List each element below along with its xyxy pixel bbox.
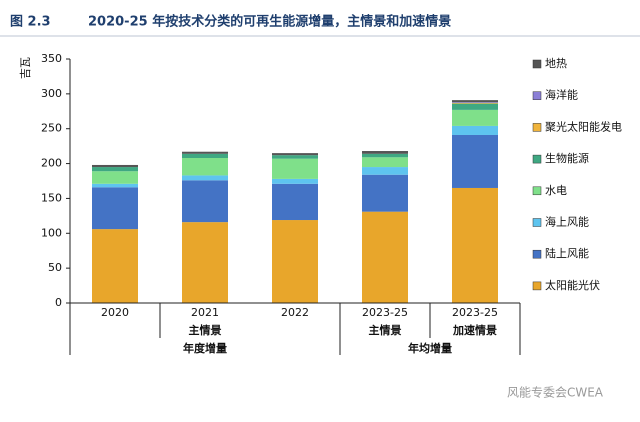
legend-swatch (532, 218, 542, 227)
legend-label: 海上风能 (545, 215, 589, 229)
bar-segment (182, 151, 228, 154)
watermark: 风能专委会CWEA (507, 385, 604, 400)
legend-label: 水电 (545, 184, 567, 197)
y-tick-label: 350 (41, 52, 62, 65)
bar-segment (182, 157, 228, 176)
bar-segment (272, 158, 318, 179)
bar-segment (92, 164, 138, 168)
bar-segment (182, 175, 228, 181)
y-tick-label: 300 (41, 87, 62, 100)
period-label: 年度增量 (183, 341, 227, 355)
x-tick-label: 2023-25 (452, 306, 498, 319)
legend-swatch (532, 123, 542, 132)
legend-label: 太阳能光伏 (545, 278, 600, 292)
bar-segment (92, 167, 138, 172)
x-tick-label: 2021 (191, 306, 219, 319)
bar-segment (272, 153, 318, 156)
legend-swatch (532, 281, 542, 291)
legend-label: 聚光太阳能发电 (545, 119, 622, 133)
bar-segment (272, 155, 318, 159)
bar-segment (182, 222, 228, 303)
bar-segment (272, 178, 318, 184)
bar-segment (452, 103, 498, 110)
legend-swatch (532, 91, 542, 100)
legend-label: 海洋能 (545, 88, 578, 102)
bar-segment (362, 151, 408, 154)
bar-segment (92, 229, 138, 303)
legend-label: 地热 (545, 57, 567, 70)
bar-segment (92, 183, 138, 188)
figure-label: 图 2.3 (10, 15, 51, 30)
bar-segment (452, 109, 498, 126)
y-tick-label: 100 (41, 226, 62, 239)
bar-segment (92, 187, 138, 230)
bar-segment (272, 183, 318, 221)
bar-segment (452, 102, 498, 104)
legend-swatch (532, 59, 542, 69)
y-tick-label: 50 (48, 261, 62, 274)
scenario-label: 主情景 (369, 323, 402, 337)
bar-segment (452, 100, 498, 103)
y-axis-label: 吉瓦 (19, 57, 32, 79)
legend-swatch (532, 154, 542, 164)
y-tick-label: 150 (41, 191, 62, 204)
bar-segment (452, 187, 498, 303)
y-tick-label: 0 (55, 296, 62, 309)
scenario-label: 主情景 (189, 323, 222, 337)
x-tick-label: 2020 (101, 306, 129, 319)
x-tick-label: 2022 (281, 306, 309, 319)
bar-segment (362, 211, 408, 303)
period-label: 年均增量 (408, 341, 452, 355)
chart-title: 2020-25 年按技术分类的可再生能源增量，主情景和加速情景 (88, 14, 451, 30)
bar-segment (92, 171, 138, 184)
x-tick-label: 2023-25 (362, 306, 408, 319)
scenario-label: 加速情景 (452, 323, 497, 337)
legend-swatch (532, 249, 542, 259)
bar-segment (452, 125, 498, 135)
bar-segment (182, 153, 228, 158)
bar-segment (362, 157, 408, 168)
legend-swatch (532, 186, 542, 196)
bar-segment (452, 134, 498, 188)
y-tick-label: 250 (41, 122, 62, 135)
bar-segment (272, 220, 318, 303)
y-tick-label: 200 (41, 157, 62, 170)
bar-segment (182, 180, 228, 223)
bar-segment (452, 102, 498, 103)
legend-label: 陆上风能 (545, 246, 589, 260)
bar-segment (362, 167, 408, 175)
legend-label: 生物能源 (545, 151, 589, 165)
bar-segment (362, 174, 408, 212)
bar-segment (362, 153, 408, 158)
